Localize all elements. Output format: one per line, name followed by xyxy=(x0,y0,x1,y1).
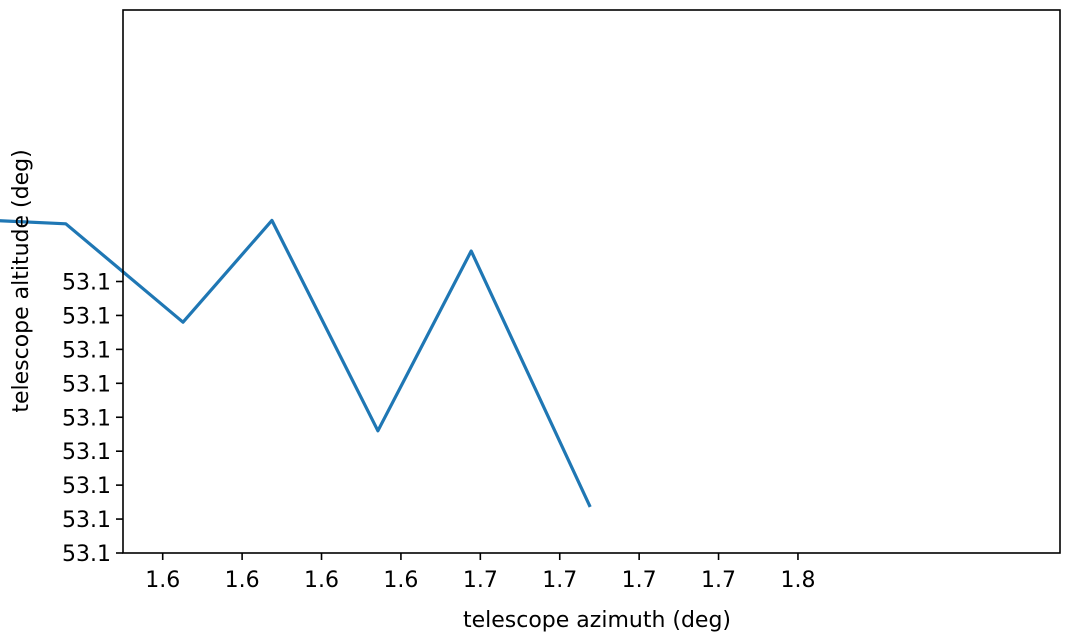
x-tick-label: 1.6 xyxy=(225,568,260,593)
y-axis-ticks: 53.1 53.1 53.1 53.1 53.1 53.1 53.1 53.1 53.1 xyxy=(62,271,123,567)
x-tick-label: 1.8 xyxy=(780,568,815,593)
y-tick-label: 53.1 xyxy=(62,440,111,465)
y-tick-label: 53.1 xyxy=(62,542,111,567)
x-tick-label: 1.6 xyxy=(304,568,339,593)
y-tick-label: 53.1 xyxy=(62,372,111,397)
x-tick-label: 1.7 xyxy=(463,568,498,593)
series-line xyxy=(0,218,592,508)
plot-frame xyxy=(122,9,1061,554)
y-tick-label: 53.1 xyxy=(62,304,111,329)
y-tick-label: 53.1 xyxy=(62,508,111,533)
y-tick-label: 53.1 xyxy=(62,406,111,431)
y-tick-label: 53.1 xyxy=(62,338,111,363)
y-tick-label: 53.1 xyxy=(62,271,111,296)
x-tick-label: 1.7 xyxy=(701,568,736,593)
x-tick-label: 1.6 xyxy=(145,568,180,593)
x-tick-label: 1.7 xyxy=(622,568,657,593)
x-axis-label: telescope azimuth (deg) xyxy=(463,608,731,633)
x-tick-label: 1.6 xyxy=(383,568,418,593)
y-axis-label: telescope altitude (deg) xyxy=(9,149,34,412)
x-axis-ticks: 1.6 1.6 1.6 1.6 1.7 1.7 1.7 1.7 1.8 xyxy=(145,553,815,593)
series-layer xyxy=(0,218,592,508)
x-tick-label: 1.7 xyxy=(542,568,577,593)
y-tick-label: 53.1 xyxy=(62,474,111,499)
